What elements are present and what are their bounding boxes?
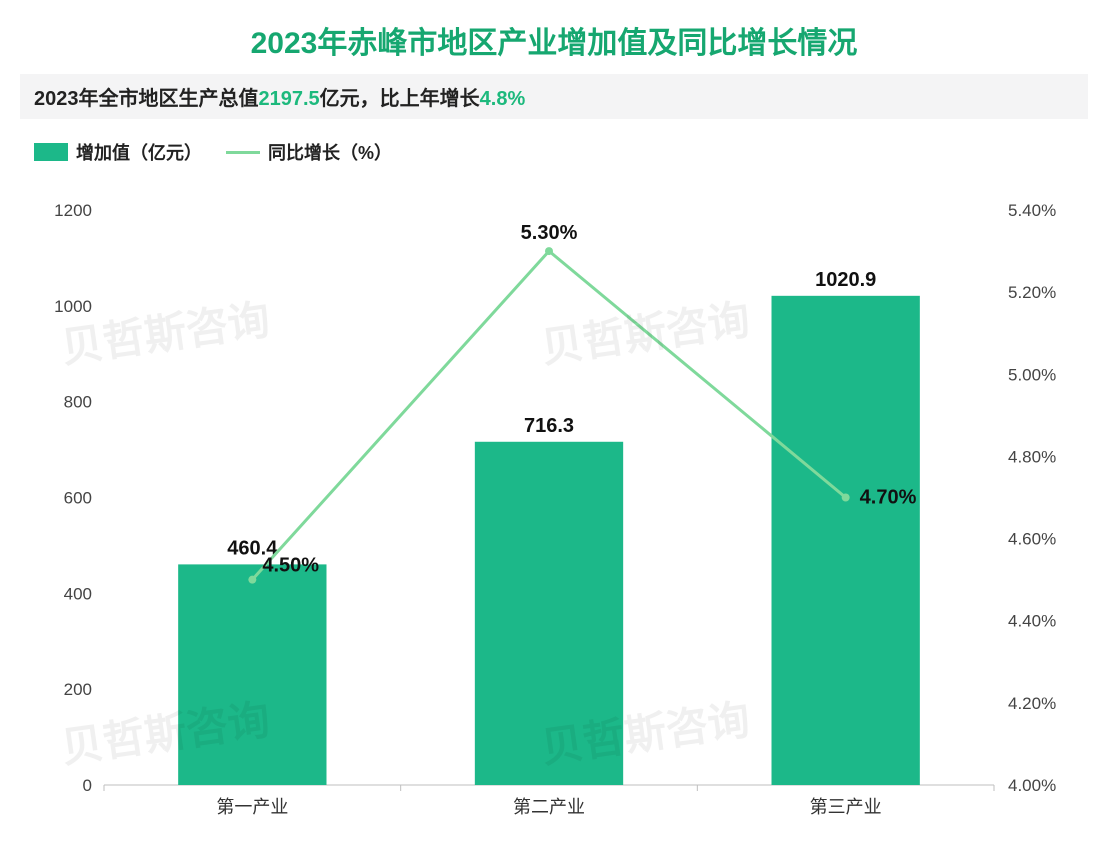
legend-swatch-line — [226, 151, 260, 154]
chart-area: 0 200 400 600 800 1000 1200 4.00% 4.20% 4.40% 4.60… — [34, 190, 1074, 835]
y-right-tick-label: 4.80% — [1008, 447, 1056, 466]
y-left-tick-label: 1200 — [54, 201, 92, 220]
chart-title: 2023年赤峰市地区产业增加值及同比增长情况 — [0, 0, 1108, 62]
subtitle-bar: 2023年全市地区生产总值2197.5亿元，比上年增长4.8% — [20, 74, 1088, 119]
line-marker — [248, 576, 256, 584]
legend-item-bar: 增加值（亿元） — [34, 139, 202, 165]
y-left-tick-label: 600 — [64, 489, 92, 508]
y-left-tick-label: 200 — [64, 680, 92, 699]
legend-bar-label: 增加值（亿元） — [76, 139, 202, 165]
line-value-label: 4.50% — [262, 555, 319, 577]
y-right-tick-label: 5.20% — [1008, 283, 1056, 302]
y-left-tick-label: 0 — [83, 776, 92, 795]
bar — [475, 442, 623, 785]
bar-value-label: 1020.9 — [815, 269, 876, 291]
subtitle-prefix: 2023年全市地区生产总值 — [34, 88, 259, 110]
chart-legend: 增加值（亿元） 同比增长（%） — [34, 139, 1108, 165]
category-label: 第一产业 — [216, 797, 288, 817]
bar-value-label: 716.3 — [524, 415, 574, 437]
category-label: 第三产业 — [810, 797, 882, 817]
bar — [772, 296, 920, 785]
category-label: 第二产业 — [513, 797, 585, 817]
subtitle-value-growth: 4.8% — [480, 88, 526, 110]
line-value-label: 4.70% — [860, 487, 917, 509]
y-left-tick-label: 400 — [64, 584, 92, 603]
y-left-tick-label: 1000 — [54, 297, 92, 316]
combo-chart-svg: 0 200 400 600 800 1000 1200 4.00% 4.20% 4.40% 4.60… — [34, 190, 1074, 835]
line-marker — [842, 494, 850, 502]
y-right-tick-label: 5.40% — [1008, 201, 1056, 220]
line-value-label: 5.30% — [521, 222, 578, 244]
y-left-tick-label: 800 — [64, 393, 92, 412]
subtitle-value-total: 2197.5 — [259, 88, 320, 110]
bar — [178, 564, 326, 785]
legend-line-label: 同比增长（%） — [268, 139, 392, 165]
legend-swatch-bar — [34, 143, 68, 161]
y-right-tick-label: 4.00% — [1008, 776, 1056, 795]
y-right-tick-label: 5.00% — [1008, 365, 1056, 384]
subtitle-mid: 亿元，比上年增长 — [320, 88, 480, 110]
line-marker — [545, 247, 553, 255]
y-right-tick-label: 4.40% — [1008, 612, 1056, 631]
y-right-tick-label: 4.20% — [1008, 694, 1056, 713]
legend-item-line: 同比增长（%） — [226, 139, 392, 165]
y-right-tick-label: 4.60% — [1008, 530, 1056, 549]
